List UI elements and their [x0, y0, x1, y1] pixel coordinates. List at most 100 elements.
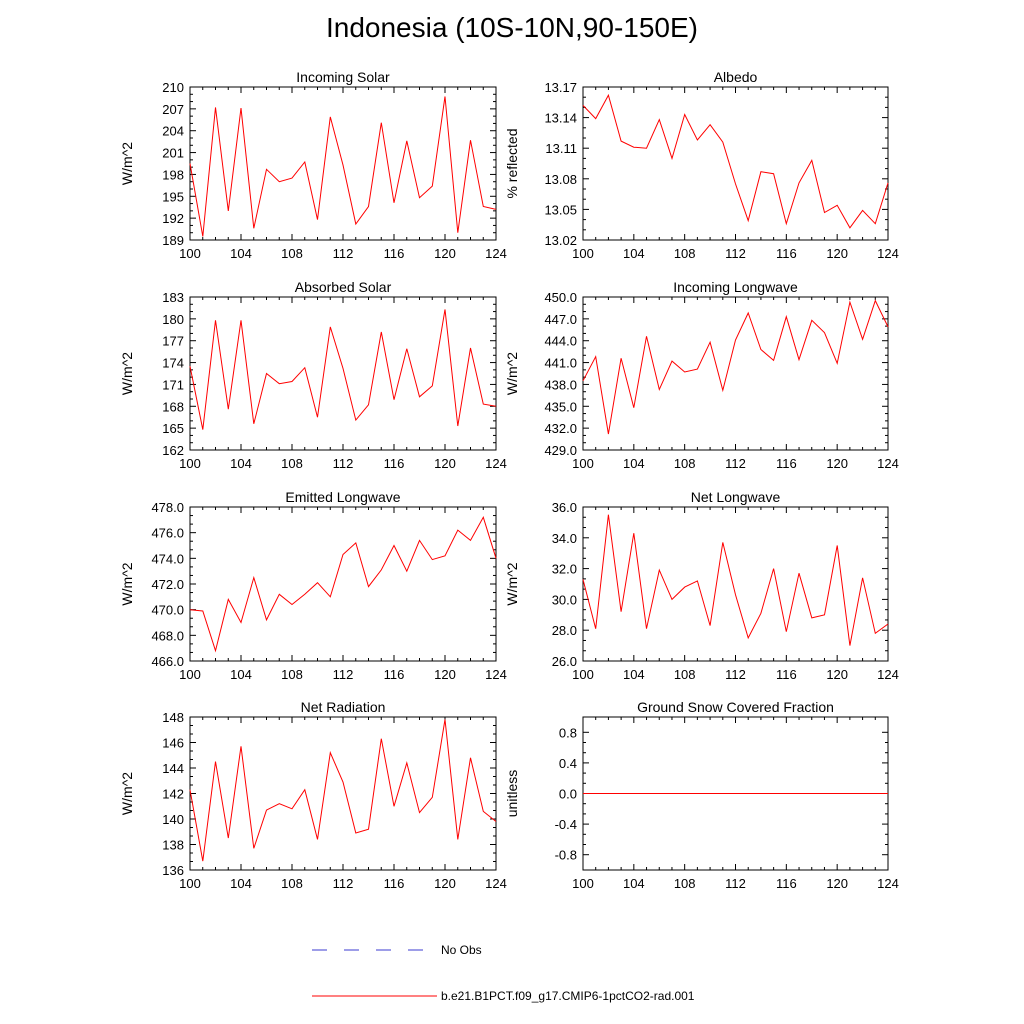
y-tick-label: 34.0	[552, 531, 577, 546]
x-tick-label: 108	[281, 246, 303, 261]
y-tick-label: 0.8	[559, 725, 577, 740]
y-tick-label: 13.11	[545, 141, 577, 156]
y-axis-label: W/m^2	[119, 142, 135, 185]
y-tick-label: 478.0	[151, 500, 184, 515]
x-tick-label: 116	[776, 876, 797, 891]
y-tick-label: 192	[162, 211, 184, 226]
chart-panel: Albedo % reflected 100 104 108 112 116 120 124 13…	[504, 69, 899, 261]
x-tick-label: 112	[725, 876, 746, 891]
chart-panel: Net Radiation W/m^2 100 104 108 112 116 120 124 1…	[119, 699, 507, 891]
panel-title: Albedo	[714, 69, 758, 85]
series-line	[582, 514, 889, 646]
y-tick-label: 444.0	[544, 334, 577, 349]
x-tick-label: 120	[826, 876, 848, 891]
x-tick-label: 124	[485, 246, 507, 261]
series-line	[582, 299, 889, 435]
x-tick-label: 120	[826, 667, 848, 682]
x-tick-label: 112	[333, 667, 354, 682]
legend-label: No Obs	[441, 943, 482, 957]
x-tick-label: 120	[434, 456, 456, 471]
y-tick-label: 28.0	[552, 623, 577, 638]
series-line	[189, 516, 497, 653]
y-tick-label: 171	[162, 377, 184, 392]
y-tick-label: 432.0	[544, 421, 577, 436]
x-tick-label: 116	[776, 667, 797, 682]
x-tick-label: 108	[674, 667, 696, 682]
plot-frame	[582, 86, 889, 241]
chart-panel: Incoming Solar W/m^2 100 104 108 112 116 120 124…	[119, 69, 507, 261]
y-tick-label: 441.0	[544, 356, 577, 371]
panel-title: Absorbed Solar	[295, 279, 392, 295]
chart-panel: Absorbed Solar W/m^2 100 104 108 112 116 120 124…	[119, 279, 507, 471]
series-line	[189, 96, 497, 237]
y-tick-label: -0.4	[555, 817, 577, 832]
x-tick-label: 124	[485, 667, 507, 682]
x-tick-label: 116	[384, 456, 405, 471]
chart-panel: Incoming Longwave W/m^2 100 104 108 112 116 120…	[504, 279, 899, 471]
y-axis-label: W/m^2	[119, 562, 135, 605]
y-tick-label: 210	[162, 80, 184, 95]
legend-item: No Obs	[312, 943, 482, 957]
x-tick-label: 104	[623, 456, 645, 471]
x-tick-label: 100	[572, 246, 594, 261]
panel-title: Net Longwave	[691, 489, 781, 505]
y-tick-label: 180	[162, 312, 184, 327]
y-tick-label: 470.0	[151, 603, 184, 618]
y-tick-label: 466.0	[151, 654, 184, 669]
panel-title: Ground Snow Covered Fraction	[637, 699, 834, 715]
panel-title: Incoming Solar	[296, 69, 390, 85]
x-tick-label: 112	[333, 456, 354, 471]
y-tick-label: 183	[162, 290, 184, 305]
y-tick-label: 162	[162, 443, 184, 458]
x-tick-label: 104	[623, 876, 645, 891]
y-tick-label: 189	[162, 233, 184, 248]
plot-frame	[189, 716, 497, 871]
chart-panel: Emitted Longwave W/m^2 100 104 108 112 116 120 1…	[119, 489, 507, 682]
y-axis-label: W/m^2	[119, 352, 135, 395]
y-tick-label: 30.0	[552, 592, 577, 607]
x-tick-label: 112	[725, 456, 746, 471]
x-tick-label: 124	[877, 246, 899, 261]
x-tick-label: 104	[230, 876, 252, 891]
y-tick-label: 450.0	[544, 290, 577, 305]
y-tick-label: 0.0	[559, 787, 577, 802]
x-tick-label: 120	[434, 246, 456, 261]
y-tick-label: 435.0	[544, 399, 577, 414]
panel-title: Emitted Longwave	[285, 489, 400, 505]
y-axis-label: W/m^2	[504, 562, 520, 605]
x-tick-label: 116	[776, 246, 797, 261]
series-line	[582, 93, 889, 229]
x-tick-label: 124	[877, 667, 899, 682]
plot-frame	[189, 296, 497, 451]
y-tick-label: 174	[162, 356, 184, 371]
x-tick-label: 104	[230, 667, 252, 682]
y-axis-label: W/m^2	[504, 352, 520, 395]
x-tick-label: 108	[674, 876, 696, 891]
x-tick-label: 116	[384, 246, 405, 261]
y-tick-label: 468.0	[151, 628, 184, 643]
x-tick-label: 100	[572, 876, 594, 891]
y-tick-label: 476.0	[151, 526, 184, 541]
page-title: Indonesia (10S-10N,90-150E)	[325, 12, 698, 43]
y-tick-label: 140	[162, 812, 184, 827]
x-tick-label: 116	[384, 667, 405, 682]
y-tick-label: 138	[162, 838, 184, 853]
x-tick-label: 108	[281, 876, 303, 891]
y-tick-label: 144	[162, 761, 184, 776]
y-tick-label: 36.0	[552, 500, 577, 515]
x-tick-label: 100	[179, 667, 201, 682]
y-tick-label: 472.0	[151, 577, 184, 592]
x-tick-label: 100	[179, 246, 201, 261]
y-axis-label: W/m^2	[119, 772, 135, 815]
x-tick-label: 124	[485, 876, 507, 891]
x-tick-label: 112	[333, 876, 354, 891]
x-tick-label: 108	[281, 667, 303, 682]
y-tick-label: 168	[162, 399, 184, 414]
y-tick-label: 13.08	[544, 172, 577, 187]
x-tick-label: 112	[333, 246, 354, 261]
x-tick-label: 120	[826, 246, 848, 261]
x-tick-label: 112	[725, 246, 746, 261]
legend-label: b.e21.B1PCT.f09_g17.CMIP6-1pctCO2-rad.00…	[441, 989, 695, 1003]
y-tick-label: 13.02	[544, 233, 577, 248]
series-line	[189, 719, 497, 862]
